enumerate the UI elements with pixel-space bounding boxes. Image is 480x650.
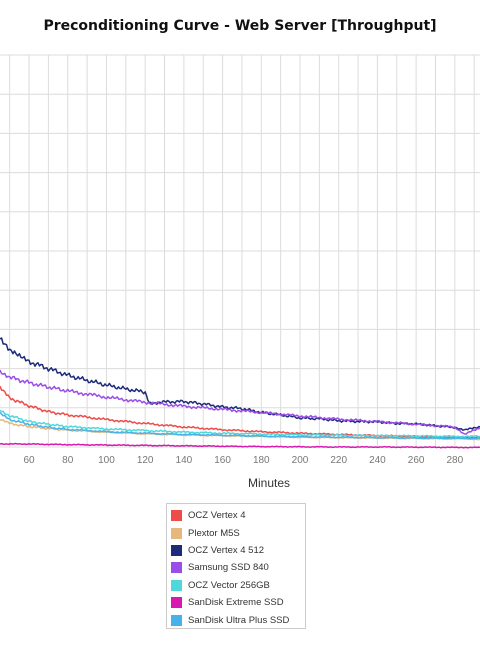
legend-item-plextor-m5s[interactable]: Plextor M5S	[171, 524, 301, 541]
series-line-samsung-ssd-840	[0, 369, 480, 435]
x-tick-label: 280	[446, 455, 463, 466]
chart-title: Preconditioning Curve - Web Server [Thro…	[43, 18, 437, 34]
x-tick-label: 60	[23, 455, 35, 466]
legend-label: Plextor M5S	[188, 527, 240, 539]
legend-item-ocz-vertex-4-512[interactable]: OCZ Vertex 4 512	[171, 542, 301, 559]
legend-swatch	[171, 597, 182, 609]
x-tick-label: 100	[98, 455, 115, 466]
legend-swatch	[171, 614, 182, 626]
series-line-ocz-vertex-4	[0, 385, 480, 439]
legend-item-sandisk-extreme-ssd[interactable]: SanDisk Extreme SSD	[171, 594, 301, 611]
legend-swatch	[171, 527, 182, 539]
x-tick-label: 240	[369, 455, 386, 466]
legend-label: SanDisk Ultra Plus SSD	[188, 614, 290, 626]
legend-swatch	[171, 510, 182, 522]
x-tick-label: 180	[253, 455, 270, 466]
legend-label: Samsung SSD 840	[188, 562, 269, 574]
series-line-sandisk-extreme-ssd	[0, 442, 480, 449]
series-line-sandisk-ultra-plus-ssd	[0, 411, 480, 440]
x-tick-label: 160	[214, 455, 231, 466]
legend-swatch	[171, 562, 182, 574]
legend-swatch	[171, 544, 182, 556]
legend-label: OCZ Vertex 4 512	[188, 544, 265, 556]
legend-item-samsung-ssd-840[interactable]: Samsung SSD 840	[171, 559, 301, 576]
x-tick-label: 260	[408, 455, 425, 466]
legend-label: OCZ Vector 256GB	[188, 579, 270, 591]
legend-item-ocz-vector-256gb[interactable]: OCZ Vector 256GB	[171, 577, 301, 594]
legend-label: OCZ Vertex 4	[188, 510, 246, 522]
series-line-ocz-vertex-4-512	[0, 337, 480, 431]
legend-label: SanDisk Extreme SSD	[188, 597, 284, 609]
series-line-ocz-vector-256gb	[0, 409, 480, 438]
x-tick-label: 120	[137, 455, 154, 466]
x-tick-label: 200	[292, 455, 309, 466]
x-tick-label: 220	[330, 455, 347, 466]
legend-swatch	[171, 579, 182, 591]
x-axis-label: Minutes	[248, 476, 290, 490]
x-tick-label: 140	[176, 455, 193, 466]
legend-item-ocz-vertex-4[interactable]: OCZ Vertex 4	[171, 507, 301, 524]
legend-item-sandisk-ultra-plus-ssd[interactable]: SanDisk Ultra Plus SSD	[171, 611, 301, 628]
chart-legend: OCZ Vertex 4 Plextor M5S OCZ Vertex 4 512 S…	[166, 503, 306, 629]
x-tick-label: 80	[62, 455, 74, 466]
